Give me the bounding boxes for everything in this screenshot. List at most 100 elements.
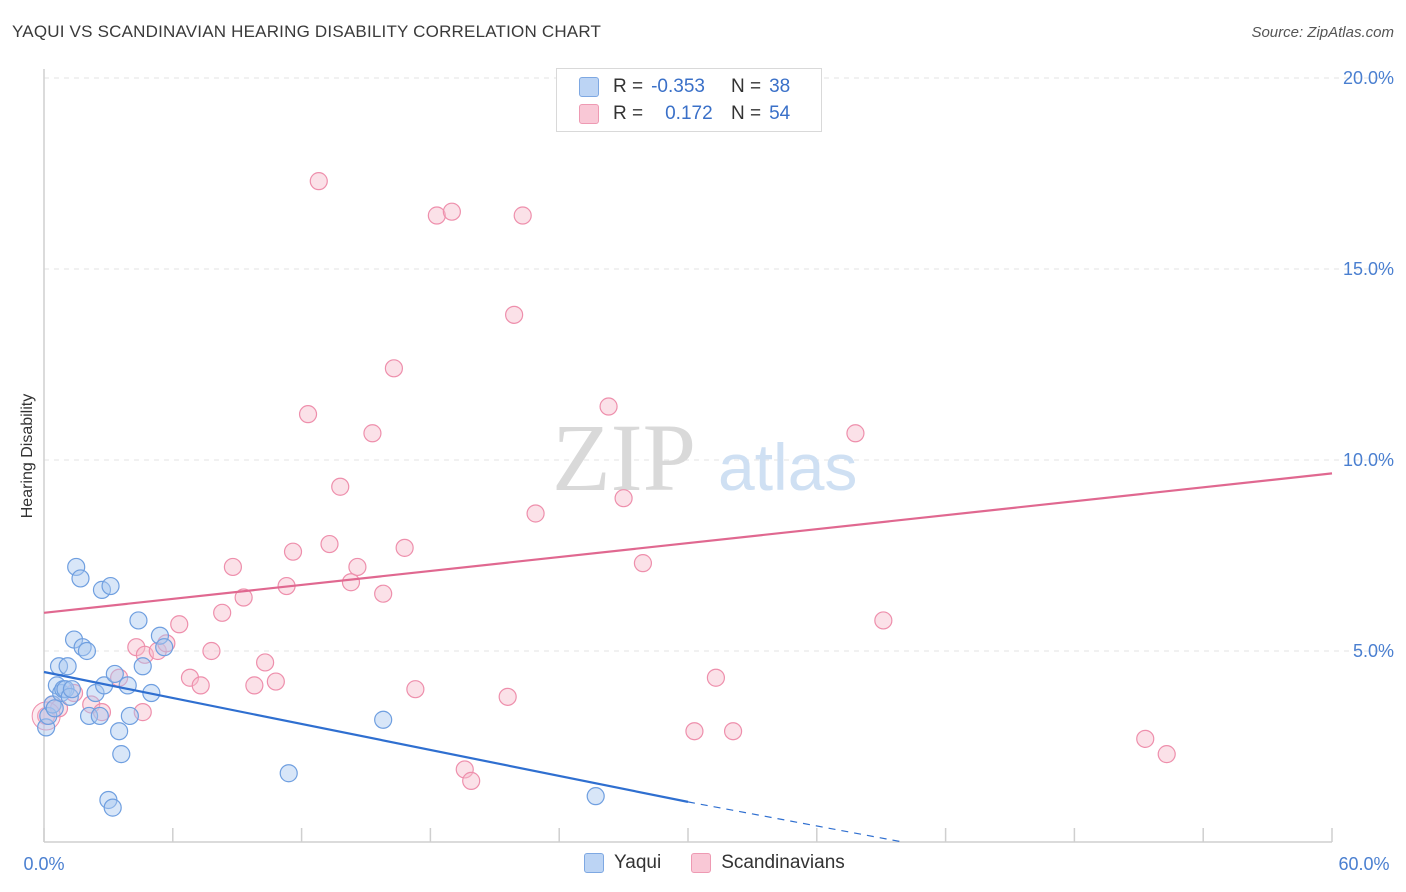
scandinavians-trend-line <box>43 472 1333 614</box>
scandinavians-point <box>283 542 303 561</box>
scandinavians-point <box>706 668 726 687</box>
legend-row-yaqui: R = -0.353 N = 38 <box>579 75 790 99</box>
legend-n-label: N = <box>731 103 762 124</box>
yaqui-point <box>39 706 58 726</box>
legend-item-scandinavians[interactable]: Scandinavians <box>691 852 845 874</box>
scandinavians-point <box>874 611 893 630</box>
yaqui-point <box>279 764 298 783</box>
legend-n-yaqui: N = 38 <box>731 76 790 98</box>
scandinavians-point <box>348 557 367 577</box>
scandinavians-point <box>234 588 253 607</box>
yaqui-point <box>62 680 82 699</box>
yaqui-point <box>101 576 120 596</box>
y-tick-label: 15.0% <box>1343 259 1394 279</box>
yaqui-point <box>92 580 112 599</box>
x-tick-label-max: 60.0% <box>1338 854 1389 874</box>
legend-r-scandinavians: R = 0.172 <box>613 103 723 125</box>
x-tick-labels: 0.0% 60.0% <box>23 854 1389 874</box>
tick-marks <box>43 828 1333 842</box>
watermark: ZIP atlas <box>552 404 857 511</box>
yaqui-point <box>118 676 137 695</box>
scandinavians-point <box>170 615 189 634</box>
y-tick-labels: 5.0% 10.0% 15.0% 20.0% <box>1343 68 1394 661</box>
yaqui-point <box>155 638 174 657</box>
yaqui-point <box>71 569 90 588</box>
gridlines <box>44 77 1394 652</box>
legend-r-value: 0.172 <box>665 103 713 124</box>
yaqui-point <box>45 699 64 718</box>
scandinavians-point <box>1157 745 1176 764</box>
x-tick-label-min: 0.0% <box>23 854 64 874</box>
scandinavians-point <box>384 359 404 378</box>
scandinavians-point <box>363 424 382 443</box>
scandinavians-point <box>309 172 328 191</box>
yaqui-point <box>103 798 122 817</box>
scandinavians-point <box>455 760 474 779</box>
scandinavians-point <box>331 477 350 496</box>
legend-n-label: N = <box>731 76 762 97</box>
legend-n-value: 54 <box>769 103 791 124</box>
yaqui-point <box>150 626 170 645</box>
watermark-zip: ZIP <box>552 404 696 511</box>
scandinavians-point <box>341 573 361 592</box>
scandinavians-point <box>442 202 461 221</box>
scandinavians-point <box>245 676 264 695</box>
scandinavians-point <box>614 489 633 508</box>
yaqui-point <box>120 706 139 726</box>
scandinavians-point <box>633 554 653 573</box>
yaqui-point <box>374 710 393 729</box>
scandinavians-point <box>374 584 393 603</box>
scandinavians-point <box>505 305 524 324</box>
scandinavians-point <box>298 405 318 424</box>
yaqui-point <box>77 641 97 661</box>
scandinavians-swatch-icon <box>579 104 599 124</box>
yaqui-trend-line <box>43 670 689 803</box>
yaqui-point <box>129 611 148 630</box>
watermark-atlas: atlas <box>718 430 857 504</box>
scandinavians-point <box>526 504 545 523</box>
scandinavians-point <box>427 206 446 225</box>
yaqui-swatch-icon <box>579 77 599 97</box>
scandinavians-point <box>202 641 221 661</box>
source-label: Source: ZipAtlas.com <box>1251 24 1394 41</box>
scandinavians-point <box>723 722 743 741</box>
scandinavians-point <box>213 603 232 622</box>
scandinavians-point <box>462 771 481 790</box>
legend-row-scandinavians: R = 0.172 N = 54 <box>579 102 790 126</box>
legend-r-label: R = <box>613 103 644 124</box>
yaqui-point <box>110 722 129 741</box>
legend-r-value: -0.353 <box>651 76 705 97</box>
yaqui-point <box>586 787 605 806</box>
scandinavians-point <box>846 424 865 443</box>
scandinavians-point <box>191 676 210 695</box>
scandinavians-point <box>685 722 704 741</box>
yaqui-point <box>79 706 99 726</box>
scandinavians-point <box>406 680 425 699</box>
series-legend: Yaqui Scandinavians <box>584 852 875 874</box>
yaqui-trend-extension <box>687 801 903 843</box>
scandinavians-point <box>395 538 414 557</box>
yaqui-point <box>67 557 86 577</box>
legend-item-yaqui[interactable]: Yaqui <box>584 852 661 874</box>
legend-n-value: 38 <box>769 76 791 97</box>
yaqui-legend-icon <box>584 853 604 873</box>
scandinavians-legend-icon <box>691 853 712 873</box>
correlation-legend: R = -0.353 N = 38 R = 0.172 N = 54 <box>556 68 822 132</box>
scandinavians-point <box>498 687 517 706</box>
yaqui-point <box>105 664 124 684</box>
y-tick-label: 5.0% <box>1353 641 1394 661</box>
yaqui-point <box>58 657 77 676</box>
yaqui-point <box>133 657 152 676</box>
scandinavians-points <box>31 68 1176 790</box>
scandinavians-point <box>223 557 243 577</box>
y-tick-label: 20.0% <box>1343 68 1394 88</box>
legend-n-scandinavians: N = 54 <box>731 103 790 125</box>
legend-r-label: R = <box>613 76 644 97</box>
y-tick-label: 10.0% <box>1343 450 1394 470</box>
scandinavians-point <box>599 397 618 416</box>
yaqui-point <box>112 745 131 764</box>
legend-label-scandinavians: Scandinavians <box>721 852 845 873</box>
chart-title: YAQUI VS SCANDINAVIAN HEARING DISABILITY… <box>12 22 602 41</box>
scandinavians-point <box>513 206 532 225</box>
